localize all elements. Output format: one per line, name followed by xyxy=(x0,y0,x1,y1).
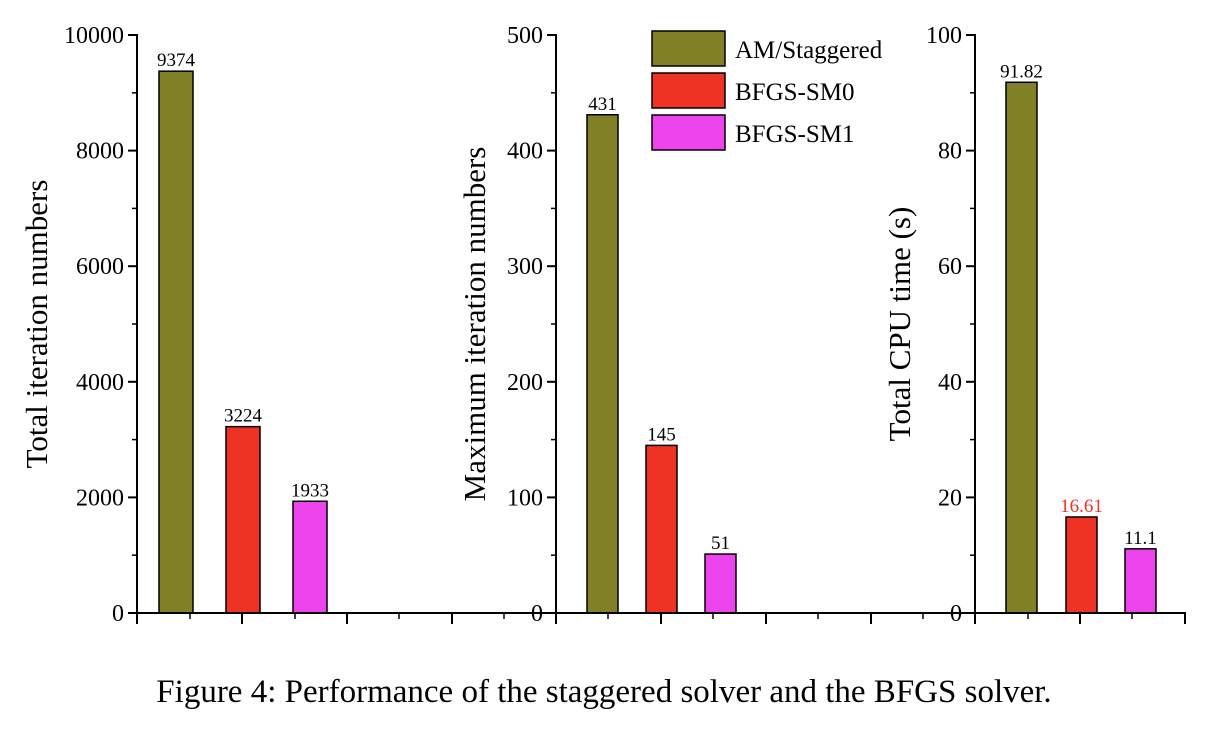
legend-label: AM/Staggered xyxy=(735,37,883,64)
bar-bfgs-sm1 xyxy=(1124,548,1157,614)
y-tick-label: 200 xyxy=(507,370,543,396)
bar-value-label: 145 xyxy=(647,424,676,445)
legend-swatch xyxy=(651,30,726,67)
y-tick-label: 0 xyxy=(112,601,124,627)
y-axis-title: Total CPU time (s) xyxy=(882,207,917,442)
bar-bfgs-sm0 xyxy=(1065,516,1098,614)
legend: AM/Staggered BFGS-SM0 BFGS-SM1 xyxy=(651,30,883,151)
y-tick-label: 80 xyxy=(938,139,962,165)
bar-bfgs-sm1 xyxy=(292,500,328,614)
bar-value-label: 51 xyxy=(711,533,730,554)
y-tick-label: 60 xyxy=(938,254,962,280)
bar-bfgs-sm0 xyxy=(225,425,261,614)
y-tick-label: 100 xyxy=(926,23,962,49)
y-tick-label: 4000 xyxy=(76,370,124,396)
y-tick-label: 20 xyxy=(938,485,962,511)
y-tick-label: 10000 xyxy=(64,23,124,49)
chart-panel-1: 9374 3224 1933 0 2000 4000 6000 8000 10000 Total … xyxy=(19,23,329,627)
legend-swatch xyxy=(651,72,726,109)
y-axis-title: Total iteration numbers xyxy=(19,180,54,469)
bar-value-label: 11.1 xyxy=(1124,528,1157,549)
bar-value-label: 431 xyxy=(588,94,617,115)
bar-value-label: 16.61 xyxy=(1060,496,1103,517)
y-tick-label: 500 xyxy=(507,23,543,49)
y-tick-label: 8000 xyxy=(76,139,124,165)
legend-item: BFGS-SM1 xyxy=(651,114,855,151)
bar-bfgs-sm0 xyxy=(645,444,678,614)
legend-label: BFGS-SM0 xyxy=(735,79,855,106)
bar-am-staggered xyxy=(158,70,194,614)
bar-am-staggered xyxy=(1005,81,1038,614)
bar-bfgs-sm1 xyxy=(704,553,737,614)
legend-swatch xyxy=(651,114,726,151)
chart-panel-2: 431145510100200300400500Maximum iteratio… xyxy=(457,23,737,627)
figure-caption: Figure 4: Performance of the staggered s… xyxy=(156,674,1051,710)
legend-item: BFGS-SM0 xyxy=(651,72,855,109)
bar-value-label: 91.82 xyxy=(1000,61,1043,82)
bar-value-label: 3224 xyxy=(224,406,263,427)
y-axis-title: Maximum iteration numbers xyxy=(457,147,492,502)
bar-value-label: 1933 xyxy=(291,480,329,501)
y-tick-label: 400 xyxy=(507,139,543,165)
y-tick-label: 40 xyxy=(938,370,962,396)
chart-panels: 9374 3224 1933 0 2000 4000 6000 8000 10000 Total … xyxy=(19,23,1186,627)
bar-value-label: 9374 xyxy=(157,50,196,71)
y-tick-label: 2000 xyxy=(76,485,124,511)
bar-am-staggered xyxy=(586,114,619,614)
legend-label: BFGS-SM1 xyxy=(735,121,855,148)
y-tick-label: 6000 xyxy=(76,254,124,280)
x-axis xyxy=(136,612,1186,624)
y-tick-label: 100 xyxy=(507,485,543,511)
legend-item: AM/Staggered xyxy=(651,30,883,67)
y-tick-label: 300 xyxy=(507,254,543,280)
